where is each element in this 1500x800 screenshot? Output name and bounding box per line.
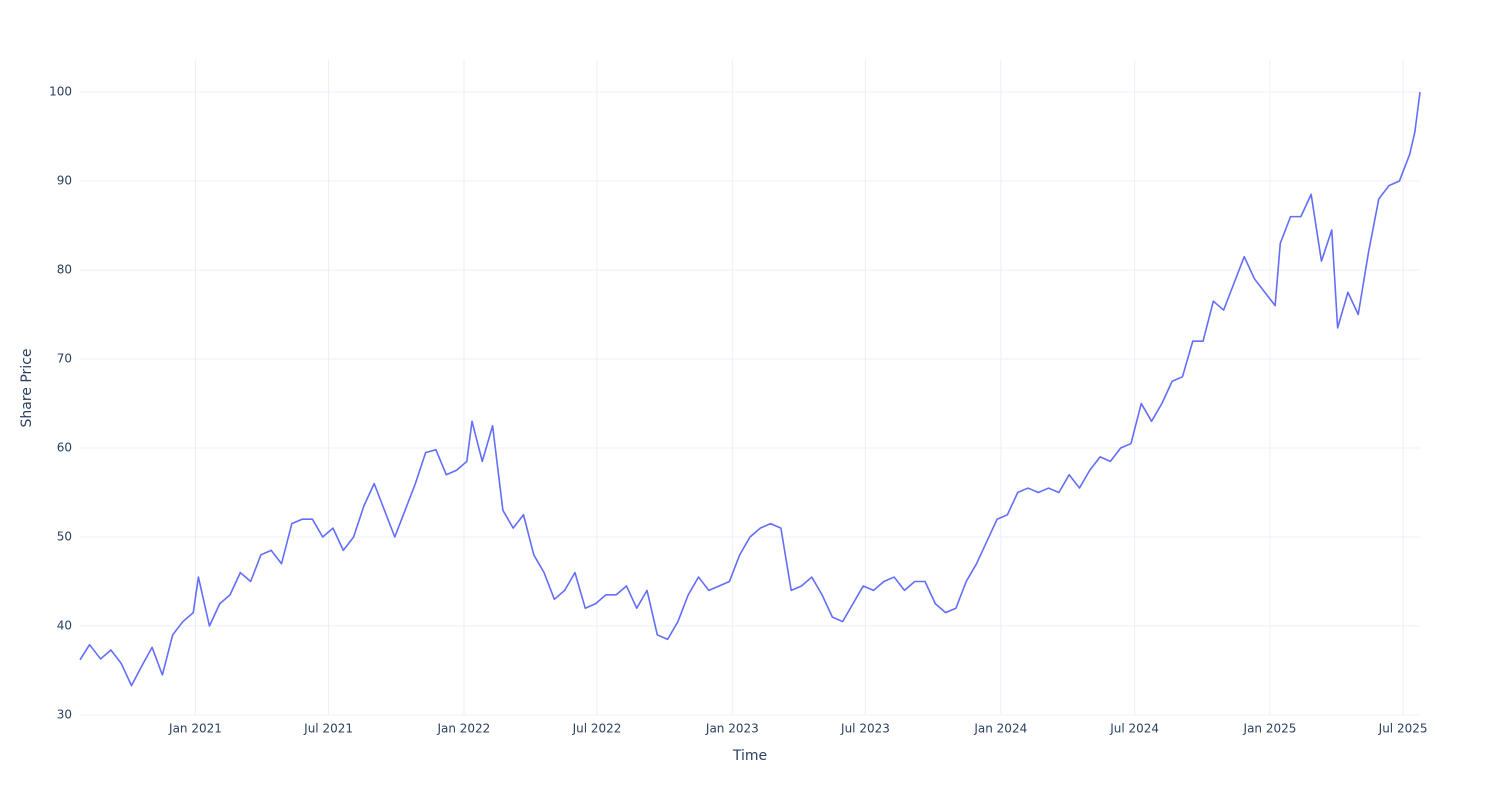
- y-tick-label: 40: [57, 619, 72, 633]
- x-tick-label: Jul 2024: [1109, 722, 1159, 736]
- y-axis-title: Share Price: [19, 348, 35, 427]
- x-tick-label: Jan 2022: [436, 722, 490, 736]
- x-tick-label: Jul 2022: [572, 722, 622, 736]
- y-tick-label: 30: [57, 708, 72, 722]
- y-tick-label: 60: [57, 441, 72, 455]
- x-tick-label: Jan 2024: [973, 722, 1027, 736]
- y-tick-label: 90: [57, 174, 72, 188]
- x-tick-label: Jul 2021: [303, 722, 353, 736]
- price-line: [79, 91, 1421, 687]
- x-tick-label: Jan 2025: [1243, 722, 1297, 736]
- x-tick-label: Jan 2023: [705, 722, 759, 736]
- y-tick-label: 50: [57, 530, 72, 544]
- x-tick-label: Jul 2025: [1378, 722, 1428, 736]
- grid: [80, 60, 1420, 716]
- y-tick-label: 80: [57, 263, 72, 277]
- plot: [79, 91, 1421, 687]
- y-tick-label: 100: [49, 85, 72, 99]
- x-axis-title: Time: [732, 748, 767, 764]
- x-tick-label: Jul 2023: [840, 722, 890, 736]
- y-tick-label: 70: [57, 352, 72, 366]
- x-tick-label: Jan 2021: [168, 722, 222, 736]
